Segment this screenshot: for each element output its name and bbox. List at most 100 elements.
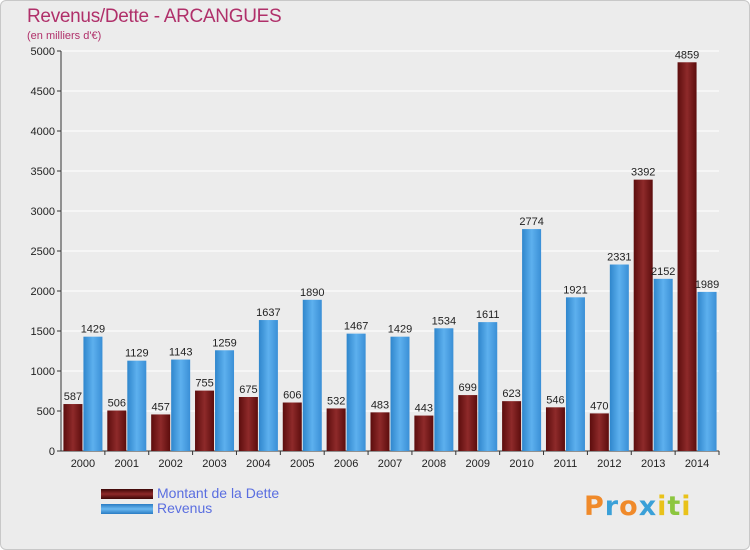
label-dette-2002: 457 bbox=[151, 401, 169, 413]
legend-label-revenus: Revenus bbox=[157, 500, 213, 516]
logo-letter-4: i bbox=[657, 491, 668, 522]
label-dette-2012: 470 bbox=[590, 400, 608, 412]
bar-revenus-2000 bbox=[83, 336, 103, 451]
label-revenus-2007: 1429 bbox=[388, 324, 412, 336]
bar-revenus-2003 bbox=[215, 350, 235, 451]
legend-swatch-dette bbox=[101, 489, 153, 499]
x-tick-label-2012: 2012 bbox=[597, 458, 621, 470]
x-tick-label-2011: 2011 bbox=[554, 458, 578, 470]
label-revenus-2005: 1890 bbox=[300, 287, 324, 299]
label-dette-2005: 606 bbox=[283, 390, 301, 402]
logo-letter-3: x bbox=[638, 491, 658, 522]
x-tick-label-2002: 2002 bbox=[158, 458, 182, 470]
bar-dette-2011 bbox=[545, 407, 565, 451]
label-revenus-2008: 1534 bbox=[432, 315, 456, 327]
label-dette-2009: 699 bbox=[459, 382, 477, 394]
x-tick-label-2008: 2008 bbox=[422, 458, 446, 470]
bar-dette-2014 bbox=[677, 62, 697, 451]
bar-revenus-2005 bbox=[302, 299, 322, 451]
bar-revenus-2007 bbox=[390, 336, 410, 451]
bar-dette-2005 bbox=[282, 402, 302, 451]
x-tick-label-2001: 2001 bbox=[115, 458, 139, 470]
logo-letter-1: r bbox=[604, 491, 620, 522]
bar-dette-2013 bbox=[633, 179, 653, 451]
logo-letter-2: o bbox=[619, 491, 639, 522]
bar-dette-2012 bbox=[589, 413, 609, 451]
logo-letter-6: i bbox=[681, 491, 692, 522]
label-revenus-2014: 1989 bbox=[695, 279, 719, 291]
y-tick-label-0: 0 bbox=[49, 446, 55, 458]
x-tick-label-2013: 2013 bbox=[641, 458, 665, 470]
bar-revenus-2012 bbox=[609, 264, 629, 451]
grid-lines bbox=[61, 50, 719, 452]
y-tick-label-8: 4000 bbox=[31, 126, 55, 138]
bar-revenus-2004 bbox=[258, 320, 278, 451]
label-revenus-2002: 1143 bbox=[169, 347, 193, 359]
y-tick-label-3: 1500 bbox=[31, 326, 55, 338]
bar-dette-2007 bbox=[370, 412, 390, 451]
y-tick-label-7: 3500 bbox=[31, 166, 55, 178]
bar-dette-2003 bbox=[195, 390, 215, 451]
bar-revenus-2006 bbox=[346, 333, 366, 451]
y-tick-label-5: 2500 bbox=[31, 246, 55, 258]
label-revenus-2012: 2331 bbox=[607, 252, 631, 264]
label-revenus-2001: 1129 bbox=[125, 348, 149, 360]
bar-dette-2000 bbox=[63, 404, 83, 451]
label-revenus-2013: 2152 bbox=[651, 266, 675, 278]
bar-revenus-2008 bbox=[434, 328, 454, 451]
legend-swatch-revenus bbox=[101, 504, 153, 514]
label-dette-2006: 532 bbox=[327, 395, 345, 407]
data-labels: 587 1429 506 1129 457 1143 755 1259 675 1637 606 18… bbox=[64, 49, 720, 414]
label-dette-2004: 675 bbox=[239, 384, 257, 396]
bar-dette-2004 bbox=[238, 397, 258, 451]
x-tick-label-2004: 2004 bbox=[246, 458, 270, 470]
bar-dette-2002 bbox=[151, 414, 171, 451]
bar-dette-2010 bbox=[502, 401, 522, 451]
bar-dette-2001 bbox=[107, 410, 127, 451]
label-dette-2003: 755 bbox=[195, 378, 213, 390]
x-tick-label-2007: 2007 bbox=[378, 458, 402, 470]
bar-dette-2009 bbox=[458, 395, 478, 451]
x-tick-label-2003: 2003 bbox=[202, 458, 226, 470]
label-dette-2010: 623 bbox=[502, 388, 520, 400]
y-tick-label-4: 2000 bbox=[31, 286, 55, 298]
axes: 0 500 1000 1500 2000 2500 3000 3500 4000 4500 5000… bbox=[31, 46, 720, 470]
proxiti-logo: Proxiti bbox=[584, 491, 692, 522]
bar-revenus-2011 bbox=[565, 297, 585, 451]
label-dette-2008: 443 bbox=[415, 403, 433, 415]
chart-subtitle: (en milliers d'€) bbox=[27, 30, 102, 42]
x-tick-label-2009: 2009 bbox=[465, 458, 489, 470]
label-dette-2011: 546 bbox=[546, 394, 564, 406]
logo-letter-5: t bbox=[667, 491, 682, 522]
chart-title: Revenus/Dette - ARCANGUES bbox=[27, 6, 282, 27]
x-tick-label-2010: 2010 bbox=[509, 458, 533, 470]
y-tick-label-9: 4500 bbox=[31, 86, 55, 98]
label-revenus-2004: 1637 bbox=[256, 307, 280, 319]
bar-revenus-2013 bbox=[653, 278, 673, 451]
legend-label-dette: Montant de la Dette bbox=[157, 485, 280, 501]
bar-dette-2008 bbox=[414, 415, 434, 451]
bar-revenus-2009 bbox=[478, 322, 498, 451]
label-revenus-2003: 1259 bbox=[212, 337, 236, 349]
bar-revenus-2002 bbox=[171, 359, 191, 451]
label-dette-2001: 506 bbox=[108, 398, 126, 410]
label-revenus-2010: 2774 bbox=[519, 216, 543, 228]
bar-revenus-2014 bbox=[697, 291, 717, 451]
bar-revenus-2010 bbox=[522, 229, 542, 451]
label-revenus-2006: 1467 bbox=[344, 321, 368, 333]
x-tick-label-2006: 2006 bbox=[334, 458, 358, 470]
y-tick-label-6: 3000 bbox=[31, 206, 55, 218]
y-tick-label-10: 5000 bbox=[31, 46, 55, 58]
label-dette-2013: 3392 bbox=[631, 167, 655, 179]
label-revenus-2009: 1611 bbox=[476, 309, 500, 321]
y-tick-label-2: 1000 bbox=[31, 366, 55, 378]
bar-revenus-2001 bbox=[127, 360, 147, 451]
y-tick-label-1: 500 bbox=[37, 406, 55, 418]
logo-letter-0: P bbox=[584, 491, 605, 522]
label-revenus-2000: 1429 bbox=[81, 324, 105, 336]
label-dette-2000: 587 bbox=[64, 391, 82, 403]
label-dette-2014: 4859 bbox=[675, 49, 699, 61]
bars bbox=[63, 62, 717, 451]
